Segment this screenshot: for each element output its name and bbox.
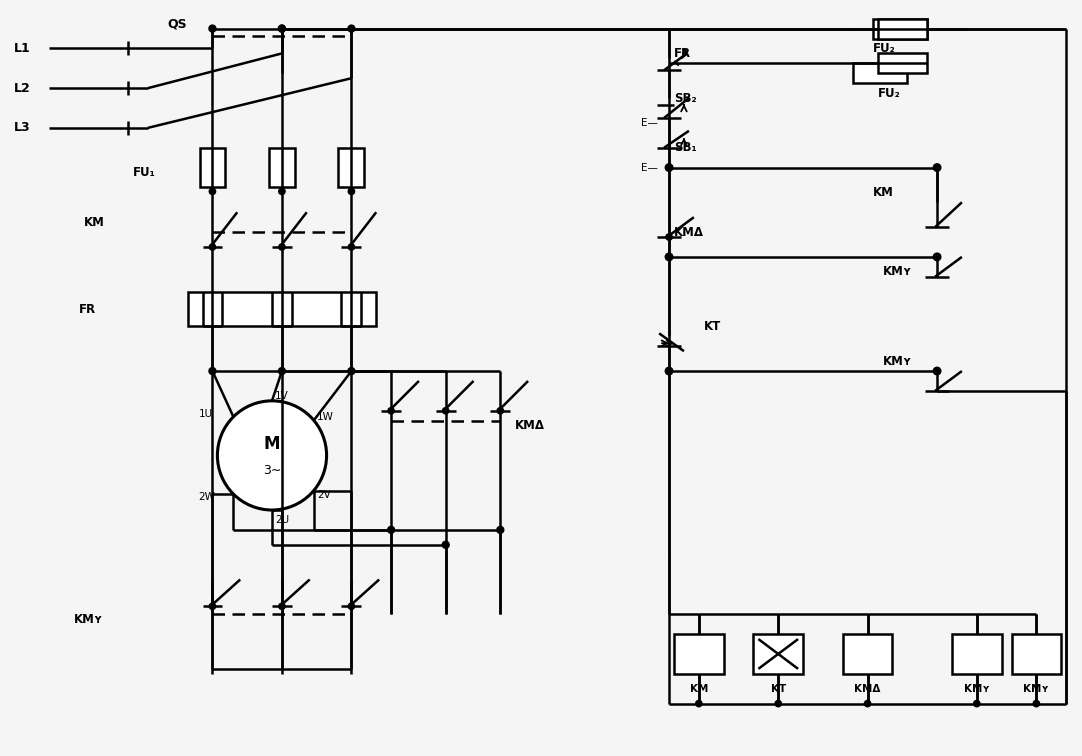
Circle shape <box>209 603 215 609</box>
Circle shape <box>348 25 355 32</box>
Circle shape <box>665 164 673 172</box>
Circle shape <box>497 526 504 533</box>
Circle shape <box>388 407 394 414</box>
Text: KMʏ: KMʏ <box>964 683 990 694</box>
Bar <box>339 147 365 187</box>
Circle shape <box>278 367 286 374</box>
Bar <box>674 634 724 674</box>
Circle shape <box>348 367 355 374</box>
Text: FU₁: FU₁ <box>133 166 156 179</box>
Circle shape <box>279 603 285 609</box>
Text: FU₂: FU₂ <box>872 42 895 55</box>
Text: SB₂: SB₂ <box>674 91 697 104</box>
Text: KMʏ: KMʏ <box>883 355 912 367</box>
Bar <box>753 634 803 674</box>
Text: FR: FR <box>674 47 691 60</box>
Text: QS: QS <box>168 17 187 30</box>
Circle shape <box>209 367 216 374</box>
Circle shape <box>775 700 781 707</box>
Bar <box>878 19 927 39</box>
Text: KM: KM <box>689 683 708 694</box>
Text: SB₁: SB₁ <box>674 141 697 154</box>
Circle shape <box>209 188 215 194</box>
Circle shape <box>696 700 702 707</box>
Circle shape <box>443 541 449 548</box>
Text: 3∼: 3∼ <box>263 464 281 477</box>
Circle shape <box>209 25 216 32</box>
Bar <box>187 292 377 327</box>
Text: L3: L3 <box>14 122 30 135</box>
Bar <box>269 147 294 187</box>
Text: 2W: 2W <box>199 492 215 502</box>
Text: FR: FR <box>78 303 95 316</box>
Circle shape <box>348 603 355 609</box>
Bar <box>1012 634 1061 674</box>
Circle shape <box>497 407 503 414</box>
Text: FU₂: FU₂ <box>878 87 900 100</box>
Text: KM: KM <box>872 186 894 199</box>
Text: M: M <box>264 435 280 453</box>
Text: E—: E— <box>642 163 658 172</box>
Bar <box>872 19 927 39</box>
Circle shape <box>348 188 355 194</box>
Circle shape <box>934 164 941 172</box>
Bar <box>952 634 1002 674</box>
Text: KMΔ: KMΔ <box>855 683 881 694</box>
Text: KM: KM <box>83 215 104 228</box>
Circle shape <box>665 234 672 240</box>
Text: 2V: 2V <box>317 491 330 500</box>
Text: KT: KT <box>703 320 721 333</box>
Bar <box>199 147 225 187</box>
Text: KMΔ: KMΔ <box>674 225 704 239</box>
Bar <box>853 64 908 83</box>
Bar <box>878 54 927 73</box>
Bar <box>843 634 893 674</box>
Text: E—: E— <box>642 118 658 128</box>
Circle shape <box>865 700 871 707</box>
Circle shape <box>278 25 286 32</box>
Circle shape <box>279 188 285 194</box>
Text: 1V: 1V <box>275 391 289 401</box>
Text: L1: L1 <box>14 42 30 55</box>
Circle shape <box>209 243 215 250</box>
Text: 1W: 1W <box>317 412 333 423</box>
Circle shape <box>665 253 673 261</box>
Circle shape <box>278 25 286 32</box>
Text: 2U: 2U <box>275 515 289 525</box>
Circle shape <box>217 401 327 510</box>
Text: KMΔ: KMΔ <box>515 419 545 432</box>
Text: 1U: 1U <box>199 409 213 419</box>
Text: KMʏ: KMʏ <box>74 612 103 626</box>
Circle shape <box>974 700 980 707</box>
Text: KMʏ: KMʏ <box>883 265 912 278</box>
Text: KMʏ: KMʏ <box>1024 683 1050 694</box>
Circle shape <box>348 243 355 250</box>
Text: KT: KT <box>770 683 786 694</box>
Circle shape <box>387 526 395 533</box>
Circle shape <box>934 253 941 261</box>
Circle shape <box>279 243 285 250</box>
Circle shape <box>443 407 449 414</box>
Circle shape <box>665 367 673 375</box>
Circle shape <box>1033 700 1040 707</box>
Circle shape <box>934 367 941 375</box>
Text: L2: L2 <box>14 82 30 94</box>
